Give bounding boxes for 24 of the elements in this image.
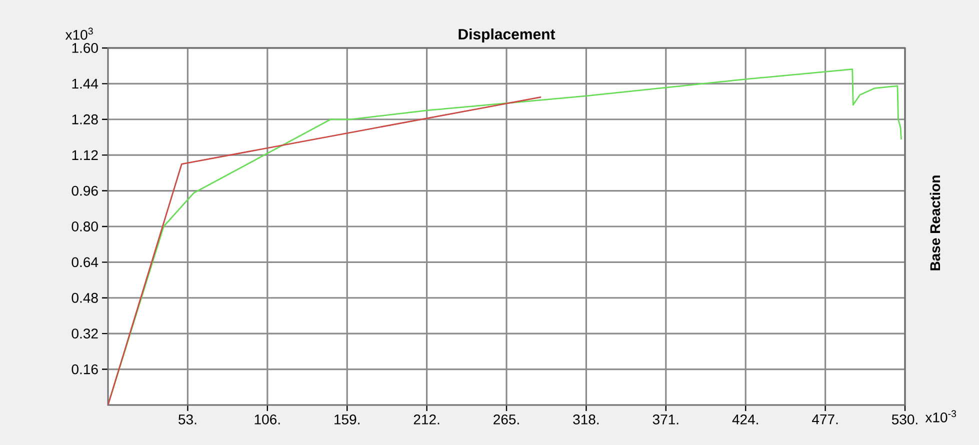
x-tick-label: 477. bbox=[812, 414, 838, 424]
y-tick-label: 1.44 bbox=[72, 78, 98, 88]
y-tick-label: 1.28 bbox=[72, 114, 98, 124]
y-tick-label: 1.12 bbox=[72, 150, 98, 160]
x-tick-label: 318. bbox=[573, 414, 599, 424]
y-tick-label: 0.48 bbox=[72, 292, 98, 303]
x-tick-label: 159. bbox=[334, 414, 360, 424]
y-tick-label: 0.80 bbox=[72, 222, 98, 232]
x-tick-label: 265. bbox=[494, 414, 519, 424]
x-tick-label: 212. bbox=[414, 414, 440, 424]
y-tick-label: 0.32 bbox=[72, 328, 98, 339]
y-tick-label: 0.16 bbox=[72, 364, 98, 374]
chart-title: Displacement bbox=[458, 28, 556, 42]
y-tick-label: 1.60 bbox=[72, 43, 98, 53]
x-tick-label: 106. bbox=[254, 414, 280, 424]
x-tick-label: 530. bbox=[892, 414, 918, 424]
y-axis-title: Base Reaction bbox=[930, 176, 940, 270]
x-tick-label: 53. bbox=[178, 414, 196, 424]
text: x10$^{-3}$ bbox=[925, 410, 956, 422]
y-tick-label: 0.64 bbox=[72, 257, 98, 268]
text: x10$^{3}$ bbox=[65, 28, 93, 40]
x-tick-label: 371. bbox=[652, 414, 678, 424]
y-tick-label: 0.96 bbox=[72, 186, 98, 196]
x-tick-label: 424. bbox=[732, 414, 758, 424]
